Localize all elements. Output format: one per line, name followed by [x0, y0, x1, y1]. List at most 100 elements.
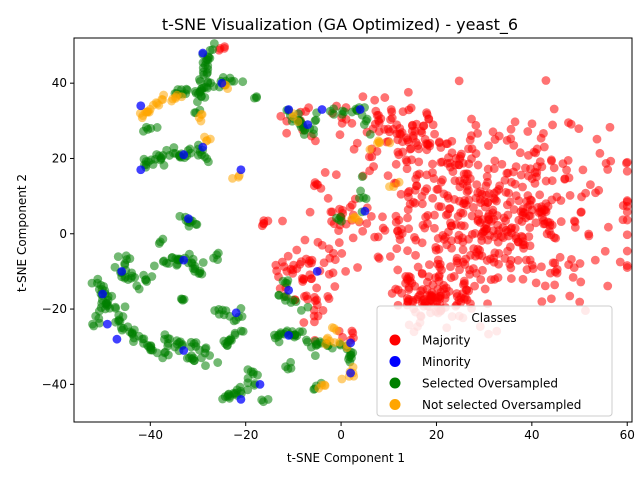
scatter-point-majority	[334, 226, 344, 236]
scatter-point-minority	[284, 331, 294, 340]
scatter-point-minority	[184, 214, 193, 224]
scatter-point-majority	[324, 244, 334, 254]
scatter-point-majority	[591, 188, 600, 198]
scatter-point-majority	[403, 87, 413, 97]
scatter-point-majority	[513, 255, 523, 265]
scatter-point-majority	[417, 192, 427, 201]
scatter-point-majority	[545, 268, 555, 278]
scatter-point-minority	[98, 289, 108, 299]
scatter-point-majority	[300, 235, 310, 245]
scatter-point-majority	[392, 244, 402, 254]
scatter-point-selected-oversampled	[197, 353, 206, 363]
scatter-point-majority	[569, 216, 579, 226]
scatter-point-majority	[331, 170, 341, 180]
scatter-point-majority	[565, 191, 575, 200]
scatter-point-selected-oversampled	[347, 353, 356, 363]
scatter-point-majority	[441, 283, 451, 293]
scatter-point-selected-oversampled	[283, 276, 293, 285]
scatter-point-majority	[358, 92, 368, 102]
scatter-point-selected-oversampled	[141, 122, 151, 132]
scatter-point-majority	[474, 209, 484, 219]
scatter-point-selected-oversampled	[129, 325, 139, 335]
scatter-point-not-selected-oversampled	[323, 333, 332, 343]
scatter-point-selected-oversampled	[138, 334, 147, 344]
scatter-point-minority	[179, 346, 189, 355]
y-axis-ticks: −40 −20 0 20 40	[42, 76, 74, 391]
scatter-point-selected-oversampled	[126, 273, 136, 283]
scatter-point-majority	[622, 207, 632, 217]
scatter-point-selected-oversampled	[99, 281, 109, 291]
scatter-point-selected-oversampled	[339, 107, 349, 117]
scatter-point-majority	[515, 148, 525, 158]
scatter-point-majority	[537, 213, 547, 222]
scatter-point-majority	[454, 230, 464, 240]
scatter-point-majority	[441, 139, 451, 149]
scatter-point-majority	[514, 215, 524, 225]
scatter-point-majority	[288, 268, 298, 278]
scatter-point-majority	[428, 168, 437, 178]
scatter-point-majority	[430, 210, 439, 220]
scatter-point-majority	[435, 138, 444, 148]
scatter-point-not-selected-oversampled	[335, 337, 345, 347]
scatter-point-majority	[458, 245, 468, 255]
y-tick-label: 20	[52, 151, 67, 165]
scatter-point-majority	[385, 252, 395, 261]
scatter-point-majority	[471, 268, 481, 278]
scatter-point-majority	[403, 137, 413, 147]
scatter-point-majority	[525, 241, 535, 251]
scatter-point-majority	[296, 257, 306, 267]
scatter-point-majority	[298, 277, 308, 286]
scatter-point-majority	[492, 186, 502, 196]
scatter-point-selected-oversampled	[303, 302, 313, 312]
scatter-point-majority	[310, 317, 319, 327]
scatter-point-majority	[622, 246, 632, 256]
scatter-point-majority	[510, 117, 520, 127]
scatter-point-selected-oversampled	[229, 76, 239, 86]
scatter-point-not-selected-oversampled	[385, 138, 395, 148]
scatter-point-selected-oversampled	[329, 109, 339, 119]
scatter-point-majority	[547, 220, 557, 230]
scatter-point-majority	[525, 223, 535, 233]
scatter-point-majority	[383, 171, 393, 181]
scatter-point-majority	[334, 238, 344, 247]
scatter-point-majority	[345, 202, 355, 212]
plot-frame	[73, 37, 633, 423]
scatter-point-majority	[411, 250, 420, 260]
scatter-point-majority	[410, 185, 420, 195]
scatter-point-majority	[524, 211, 534, 220]
scatter-point-selected-oversampled	[292, 331, 302, 341]
scatter-point-majority	[511, 191, 521, 201]
scatter-point-majority	[506, 134, 516, 144]
scatter-point-selected-oversampled	[356, 186, 365, 196]
scatter-point-majority	[431, 242, 441, 252]
scatter-point-majority	[480, 284, 490, 294]
scatter-point-majority	[490, 248, 500, 258]
scatter-point-majority	[328, 268, 338, 278]
legend-label: Selected Oversampled	[422, 377, 558, 391]
scatter-point-majority	[575, 259, 585, 268]
scatter-point-majority	[348, 233, 358, 243]
scatter-point-majority	[398, 107, 408, 117]
scatter-point-majority	[622, 166, 632, 176]
scatter-point-selected-oversampled	[225, 335, 235, 345]
scatter-point-selected-oversampled	[248, 367, 258, 377]
scatter-point-majority	[430, 223, 439, 233]
scatter-point-majority	[455, 176, 464, 186]
legend-marker	[389, 377, 401, 389]
scatter-point-minority	[198, 48, 208, 58]
scatter-point-not-selected-oversampled	[196, 116, 206, 126]
scatter-point-majority	[387, 113, 397, 123]
scatter-point-not-selected-oversampled	[148, 100, 158, 110]
scatter-point-majority	[578, 165, 588, 175]
scatter-point-selected-oversampled	[88, 319, 97, 329]
scatter-point-selected-oversampled	[95, 318, 104, 328]
scatter-point-majority	[510, 223, 520, 233]
y-axis-label: t-SNE Component 2	[15, 174, 29, 292]
scatter-point-selected-oversampled	[159, 256, 169, 266]
scatter-point-majority	[471, 193, 481, 203]
scatter-point-minority	[217, 78, 227, 88]
scatter-point-not-selected-oversampled	[159, 90, 168, 100]
scatter-point-majority	[378, 212, 387, 222]
scatter-point-majority	[335, 130, 345, 140]
scatter-point-majority	[452, 292, 462, 301]
